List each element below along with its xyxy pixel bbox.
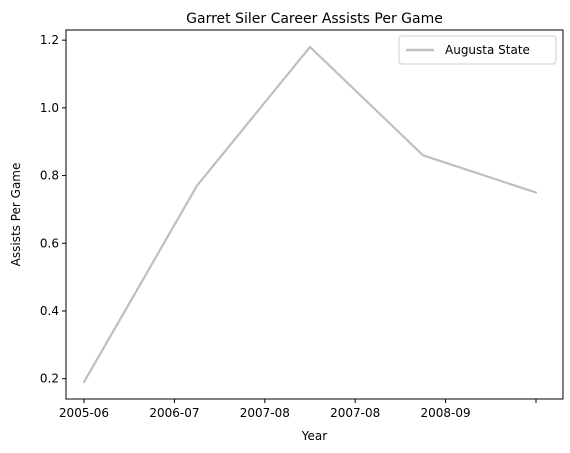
x-tick-label: 2007-08 bbox=[240, 406, 290, 420]
x-tick-label: 2006-07 bbox=[149, 406, 199, 420]
series-line bbox=[82, 45, 538, 384]
plot-area bbox=[65, 29, 564, 400]
y-tick-label: 0.2 bbox=[40, 372, 59, 386]
y-axis: 0.2 0.4 0.6 0.8 1.0 1.2 bbox=[40, 33, 66, 386]
legend-label: Augusta State bbox=[445, 43, 530, 57]
x-axis-label: Year bbox=[301, 429, 327, 443]
legend: Augusta State bbox=[398, 35, 557, 65]
legend-box bbox=[398, 35, 557, 65]
y-tick-label: 1.2 bbox=[40, 33, 59, 47]
y-tick-label: 0.8 bbox=[40, 169, 59, 183]
chart-title: Garret Siler Career Assists Per Game bbox=[186, 11, 443, 27]
x-tick-label: 2005-06 bbox=[59, 406, 109, 420]
y-tick-label: 0.6 bbox=[40, 236, 59, 250]
x-tick-label: 2008-09 bbox=[421, 406, 471, 420]
x-tick-label: 2007-08 bbox=[330, 406, 380, 420]
y-tick-label: 0.4 bbox=[40, 304, 59, 318]
y-tick-label: 1.0 bbox=[40, 101, 59, 115]
x-axis: 2005-06 2006-07 2007-08 2007-08 2008-09 bbox=[59, 399, 537, 420]
y-axis-label: Assists Per Game bbox=[9, 163, 23, 267]
series-layer bbox=[82, 45, 538, 384]
